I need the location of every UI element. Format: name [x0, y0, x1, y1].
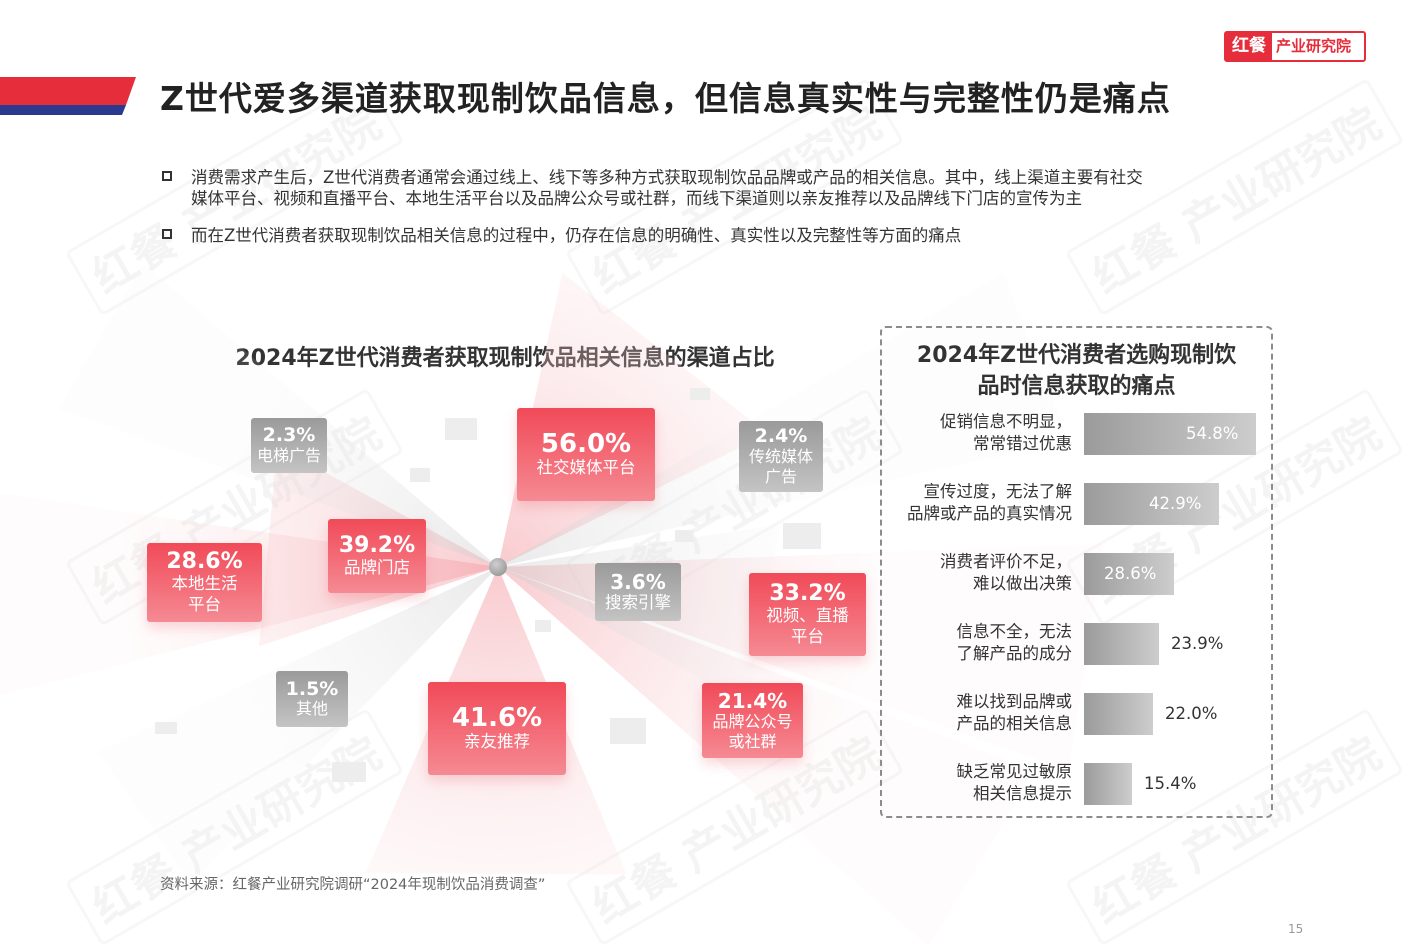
decor-block	[332, 762, 366, 782]
bullet-text: 消费需求产生后，Z世代消费者通常会通过线上、线下等多种方式获取现制饮品品牌或产品…	[191, 168, 1143, 208]
channel-chart-title: 2024年Z世代消费者获取现制饮品相关信息的渠道占比	[235, 346, 775, 371]
pain-point-bar	[1084, 483, 1219, 525]
pain-point-value-label: 15.4%	[1144, 774, 1197, 793]
decor-block	[535, 620, 551, 632]
decor-block	[783, 523, 821, 549]
bullet-square-icon	[162, 171, 172, 181]
channel-name-label: 亲友推荐	[464, 732, 530, 752]
center-dot	[489, 558, 507, 576]
pain-point-value-label: 28.6%	[1104, 564, 1157, 583]
channel-name-label: 传统媒体 广告	[748, 446, 813, 486]
pain-point-label: 信息不全，无法 了解产品的成分	[956, 622, 1073, 663]
decor-block	[155, 722, 177, 734]
pain-point-panel	[880, 326, 1273, 818]
channel-bubble: 33.2% 视频、直播 平台	[749, 573, 866, 656]
pain-point-bar	[1084, 413, 1256, 455]
pain-point-bar	[1084, 693, 1153, 735]
pain-point-label: 消费者评价不足， 难以做出决策	[940, 552, 1072, 593]
bullet-text: 而在Z世代消费者获取现制饮品相关信息的过程中，仍存在信息的明确性、真实性以及完整…	[191, 226, 962, 245]
decor-block	[675, 530, 693, 542]
channel-bubble: 21.4% 品牌公众号 或社群	[702, 683, 803, 758]
channel-ray	[58, 263, 499, 567]
channel-name-label: 品牌公众号 或社群	[712, 711, 793, 751]
channel-value-label: 28.6%	[166, 548, 243, 574]
channel-bubble: 2.3% 电梯广告	[251, 418, 327, 473]
channel-bubble: 1.5% 其他	[276, 671, 348, 727]
page-number: 15	[1288, 922, 1304, 936]
channel-value-label: 2.4%	[754, 425, 808, 448]
channel-value-label: 1.5%	[285, 677, 339, 700]
decor-block	[690, 388, 710, 400]
brand-logo: 红餐 产业研究院	[1224, 31, 1366, 62]
title-accent-bar	[0, 77, 136, 115]
pain-point-bar	[1084, 553, 1174, 595]
decor-block	[610, 718, 646, 744]
pain-point-label: 难以找到品牌或 产品的相关信息	[956, 692, 1073, 733]
pain-point-bar	[1084, 623, 1159, 665]
logo-mark: 红餐	[1226, 33, 1272, 60]
channel-value-label: 2.3%	[262, 424, 316, 447]
pain-point-value-label: 22.0%	[1165, 704, 1218, 723]
channel-value-label: 21.4%	[717, 688, 788, 713]
channel-value-label: 3.6%	[610, 569, 666, 594]
pain-point-value-label: 23.9%	[1171, 634, 1224, 653]
pain-point-label: 缺乏常见过敏原 相关信息提示	[956, 762, 1073, 803]
pain-point-value-label: 54.8%	[1186, 424, 1239, 443]
pain-point-label: 促销信息不明显， 常常错过优惠	[940, 412, 1072, 453]
channel-bubble: 56.0% 社交媒体平台	[517, 408, 655, 501]
channel-bubble: 39.2% 品牌门店	[328, 519, 426, 593]
channel-bubble: 28.6% 本地生活 平台	[147, 543, 262, 622]
channel-name-label: 社交媒体平台	[536, 458, 636, 478]
channel-name-label: 电梯广告	[256, 445, 321, 465]
channel-name-label: 视频、直播 平台	[766, 605, 849, 646]
logo-text: 产业研究院	[1276, 37, 1352, 55]
decor-block	[410, 468, 430, 482]
pain-point-label: 宣传过度，无法了解 品牌或产品的真实情况	[907, 482, 1072, 523]
channel-value-label: 56.0%	[540, 428, 632, 459]
page-title: Z世代爱多渠道获取现制饮品信息，但信息真实性与完整性仍是痛点	[160, 79, 1171, 118]
channel-name-label: 本地生活 平台	[171, 573, 238, 614]
channel-name-label: 搜索引擎	[605, 592, 671, 612]
pain-point-bar	[1084, 763, 1132, 805]
decor-block	[445, 418, 477, 440]
pain-point-value-label: 42.9%	[1149, 494, 1202, 513]
channel-bubble: 3.6% 搜索引擎	[595, 563, 681, 621]
pain-point-chart-title: 2024年Z世代消费者选购现制饮 品时信息获取的痛点	[916, 343, 1237, 399]
channel-value-label: 39.2%	[338, 532, 416, 558]
channel-bubble: 41.6% 亲友推荐	[428, 682, 566, 775]
channel-value-label: 33.2%	[769, 580, 846, 606]
bullet-square-icon	[162, 229, 172, 239]
channel-name-label: 其他	[295, 699, 328, 719]
source-note: 资料来源：红餐产业研究院调研“2024年现制饮品消费调查”	[160, 877, 546, 893]
channel-value-label: 41.6%	[451, 702, 543, 733]
channel-name-label: 品牌门店	[344, 557, 410, 577]
channel-bubble: 2.4% 传统媒体 广告	[739, 421, 823, 492]
